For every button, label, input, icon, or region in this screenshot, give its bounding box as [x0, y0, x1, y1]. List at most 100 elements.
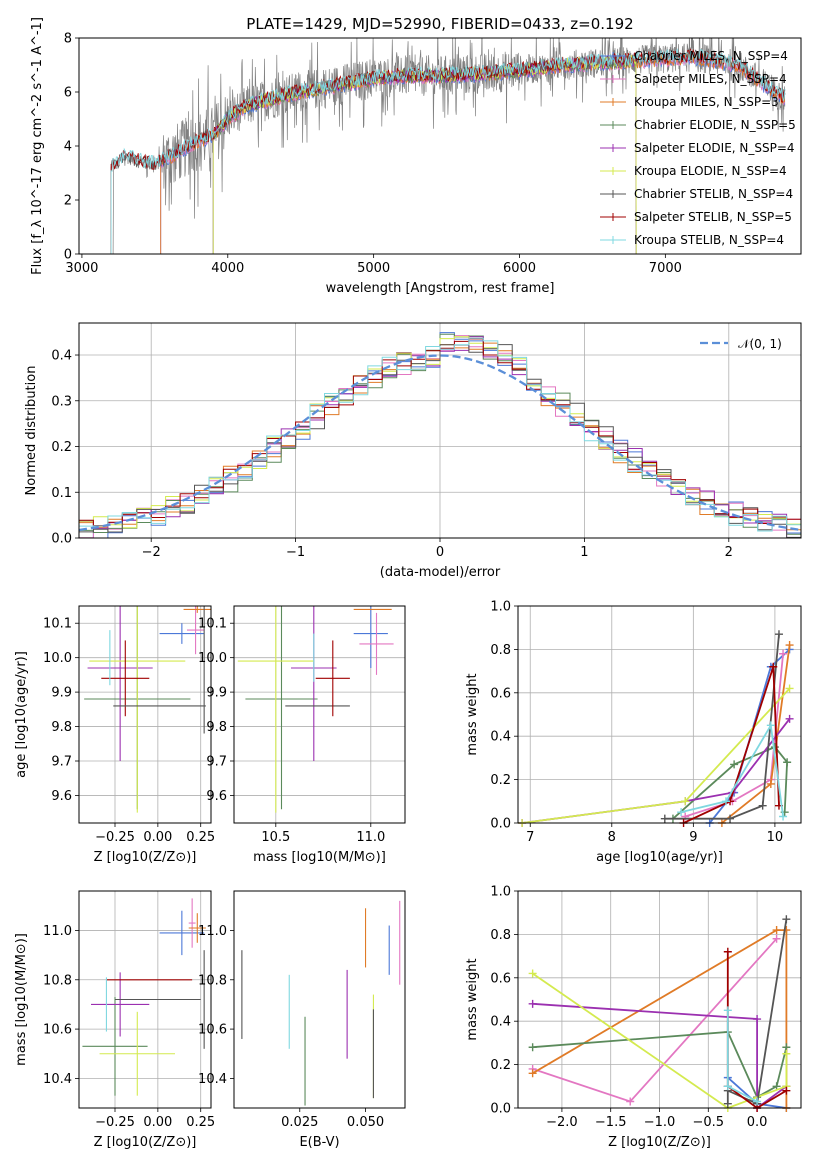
mass-vs-EBV-panel: 0.025 0.050 10.4 10.6 10.8 11.0 E(B-V) [198, 890, 406, 1150]
y-tick-label: 9.6 [206, 789, 227, 804]
plot-frame [517, 605, 802, 824]
weight-marker-kroupa-stelib [779, 812, 788, 821]
x-axis-label: E(B-V) [299, 1135, 339, 1150]
y-tick-label: 10.1 [43, 617, 72, 632]
weight-marker-kroupa-miles [766, 779, 775, 788]
weight-marker-chabrier-stelib [782, 915, 791, 924]
weight-marker-kroupa-miles [772, 926, 781, 935]
weight-line-kroupa-elodie [532, 972, 788, 1108]
weight-marker-kroupa-miles [528, 1069, 537, 1078]
x-tick-label: 0.25 [186, 830, 215, 845]
x-tick-label: 2 [725, 545, 733, 560]
y-tick-label: 0.2 [51, 440, 72, 455]
spectrum-legend: Chabrier MILES, N_SSP=4 Salpeter MILES, N… [600, 49, 796, 247]
y-tick-label: 0.4 [490, 1015, 511, 1030]
x-tick-label: 7000 [649, 261, 682, 276]
weight-marker-salpeter-elodie [785, 714, 794, 723]
weight-marker-chabrier-elodie [528, 1043, 537, 1052]
age-vs-Z-panel: −0.25 0.00 0.25 9.6 9.7 9.8 9.9 10.0 10.1 Z [log1… [14, 605, 215, 865]
x-tick-label: 6000 [503, 261, 536, 276]
weight-marker-salpeter-miles [779, 649, 788, 658]
y-axis-label: Flux [f_λ 10^-17 erg cm^-2 s^-1 A^-1] [30, 17, 45, 275]
y-tick-label: 9.8 [206, 720, 227, 735]
x-tick-label: −0.25 [95, 1115, 135, 1130]
y-tick-label: 9.7 [206, 755, 227, 770]
y-tick-label: 9.6 [51, 789, 72, 804]
weight-line-chabrier-elodie [672, 745, 789, 820]
weight-marker-chabrier-stelib [774, 630, 783, 639]
legend-label-salpeter-miles: Salpeter MILES, N_SSP=4 [634, 72, 787, 86]
weight-line-chabrier-stelib [664, 634, 780, 820]
weight-marker-chabrier-elodie [772, 1082, 781, 1091]
legend-label-normal: 𝒩(0, 1) [738, 337, 782, 351]
y-tick-label: 0.8 [490, 928, 511, 943]
x-tick-label: 10.5 [261, 830, 290, 845]
x-tick-label: 0.025 [281, 1115, 318, 1130]
y-tick-label: 10.4 [43, 1072, 72, 1087]
plot-frame [78, 37, 802, 255]
y-tick-label: 0.6 [490, 971, 511, 986]
weight-line-kroupa-elodie [521, 687, 791, 823]
weight-marker-kroupa-elodie [782, 1049, 791, 1058]
weight-marker-chabrier-elodie [730, 760, 739, 769]
y-tick-label: 10.0 [198, 651, 227, 666]
weight-line-salpeter-miles [532, 938, 778, 1103]
weight-line-salpeter-miles [684, 653, 784, 818]
legend-label-kroupa-stelib: Kroupa STELIB, N_SSP=4 [634, 233, 784, 247]
x-tick-label: −1.5 [595, 1115, 627, 1130]
y-tick-label: 0.1 [51, 486, 72, 501]
weight-line-salpeter-stelib [683, 666, 780, 823]
legend-label-chabrier-stelib: Chabrier STELIB, N_SSP=4 [634, 187, 793, 201]
weight-line-kroupa-stelib [680, 722, 784, 817]
histogram-chabrier-stelib [79, 344, 801, 538]
y-tick-label: 9.9 [206, 686, 227, 701]
y-tick-label: 11.0 [43, 924, 72, 939]
x-tick-label: −2.0 [546, 1115, 578, 1130]
weight-marker-salpeter-stelib [769, 662, 778, 671]
x-tick-label: 8 [608, 830, 616, 845]
y-tick-label: 11.0 [198, 924, 227, 939]
weight-marker-chabrier-stelib [660, 814, 669, 823]
y-tick-label: 0.2 [490, 773, 511, 788]
y-tick-label: 9.8 [51, 720, 72, 735]
y-tick-label: 0.0 [490, 1102, 511, 1117]
model-spectrum-kroupa-stelib [110, 48, 786, 254]
plot-frame [78, 605, 212, 824]
x-axis-label: Z [log10(Z/Z⊙)] [608, 1135, 711, 1150]
x-tick-label: −0.5 [693, 1115, 725, 1130]
x-tick-label: 0 [436, 545, 444, 560]
y-tick-label: 4 [64, 140, 72, 155]
weight-marker-chabrier-stelib [723, 1099, 732, 1108]
x-axis-label: age [log10(age/yr)] [596, 850, 723, 865]
x-tick-label: 11.0 [356, 830, 385, 845]
x-tick-label: 0.00 [143, 1115, 172, 1130]
y-tick-label: 0.8 [490, 643, 511, 658]
legend-label-salpeter-stelib: Salpeter STELIB, N_SSP=5 [634, 210, 792, 224]
x-axis-label: (data-model)/error [380, 565, 501, 580]
x-axis-label: mass [log10(M/M⊙)] [253, 850, 386, 865]
weight-marker-salpeter-elodie [528, 999, 537, 1008]
weight-marker-chabrier-elodie [783, 758, 792, 767]
model-spectrum-kroupa-miles [160, 51, 786, 254]
y-tick-label: 10.0 [43, 651, 72, 666]
y-tick-label: 0 [64, 248, 72, 263]
x-tick-label: 5000 [357, 261, 390, 276]
y-axis-label: mass weight [465, 673, 480, 755]
weight-marker-kroupa-stelib [753, 1097, 762, 1106]
y-tick-label: 10.6 [198, 1023, 227, 1038]
weight-marker-chabrier-stelib [726, 814, 735, 823]
plot-frame [233, 605, 406, 824]
weight-marker-kroupa-elodie [528, 969, 537, 978]
y-tick-label: 1.0 [490, 885, 511, 900]
x-tick-label: 1 [580, 545, 588, 560]
x-axis-label: Z [log10(Z/Z⊙)] [94, 1135, 197, 1150]
x-tick-label: −1.0 [644, 1115, 676, 1130]
figure-title: PLATE=1429, MJD=52990, FIBERID=0433, z=0… [246, 15, 633, 33]
weight-marker-salpeter-stelib [782, 1086, 791, 1095]
y-axis-label: mass weight [465, 958, 480, 1040]
weight-marker-kroupa-elodie [785, 684, 794, 693]
x-tick-label: −1 [286, 545, 305, 560]
plot-frame [78, 890, 212, 1109]
y-tick-label: 9.7 [51, 755, 72, 770]
